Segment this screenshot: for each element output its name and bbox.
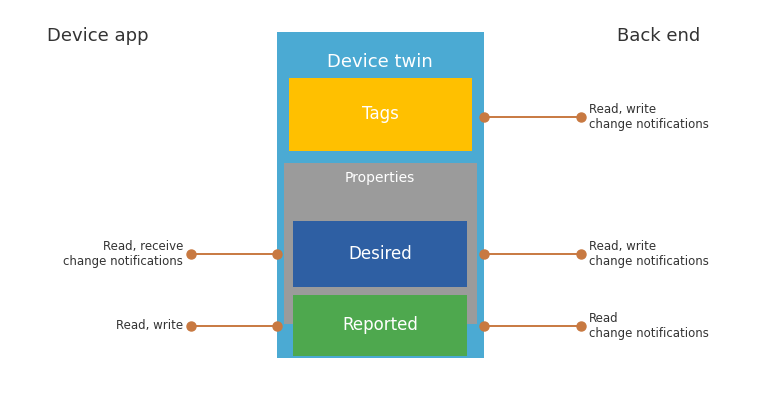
Text: Properties: Properties — [345, 171, 416, 185]
Text: Device app: Device app — [47, 27, 148, 45]
Text: Back end: Back end — [618, 27, 700, 45]
Text: Read, write: Read, write — [116, 319, 183, 332]
Bar — [277, 32, 484, 358]
Bar — [284, 163, 477, 324]
Text: Read, write
change notifications: Read, write change notifications — [589, 103, 709, 131]
Text: Reported: Reported — [342, 316, 418, 334]
Bar — [289, 78, 472, 151]
Text: Tags: Tags — [362, 105, 399, 123]
Text: Read, write
change notifications: Read, write change notifications — [589, 240, 709, 268]
Text: Desired: Desired — [349, 245, 412, 263]
Bar — [293, 295, 467, 356]
Bar — [293, 221, 467, 287]
Text: Read, receive
change notifications: Read, receive change notifications — [63, 240, 183, 268]
Text: Read
change notifications: Read change notifications — [589, 312, 709, 339]
Text: Device twin: Device twin — [328, 53, 433, 71]
